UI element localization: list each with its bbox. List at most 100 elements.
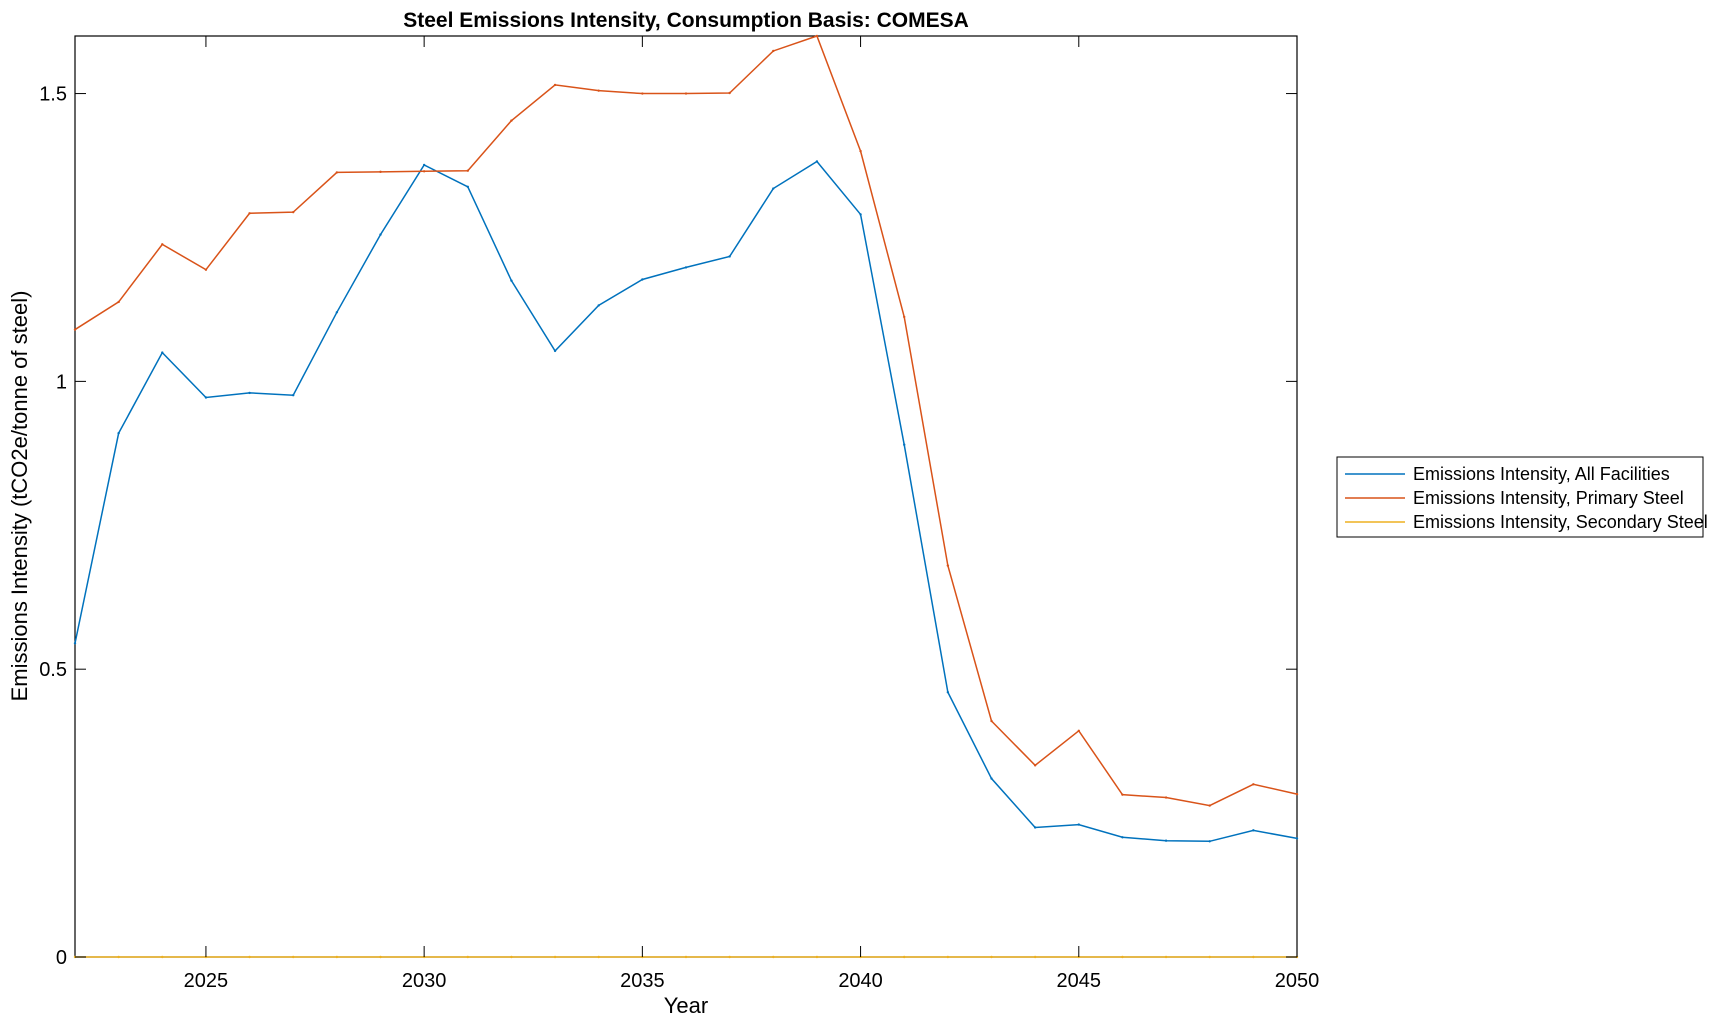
data-point-s2-2031 [466,169,469,172]
data-point-s2-2026 [248,212,251,215]
data-point-s3-2042 [946,955,950,959]
data-point-s2-2030 [422,170,426,173]
data-point-s2-2040 [859,149,862,153]
data-point-s1-2045 [1077,823,1080,826]
data-point-s1-2049 [1252,829,1255,832]
data-point-s3-2037 [728,955,731,959]
data-point-s1-2040 [859,213,862,216]
x-tick-label: 2045 [1057,970,1102,992]
legend-box [1336,456,1704,538]
data-point-s2-2045 [1077,729,1080,732]
data-point-s2-2022 [73,328,77,331]
y-tick-label: 1 [56,371,67,393]
data-point-s2-2050 [1295,792,1299,796]
data-point-s2-2035 [641,92,644,95]
data-point-s3-2041 [903,955,906,959]
data-point-s3-2047 [1164,955,1168,959]
series-layer [73,34,1299,959]
x-tick-label: 2050 [1275,970,1320,992]
data-point-s1-2022 [73,642,77,645]
data-point-s2-2036 [684,92,688,95]
data-point-s3-2046 [1121,955,1124,959]
chart-title: Steel Emissions Intensity, Consumption B… [403,9,969,32]
x-tick-label: 2040 [838,970,883,992]
data-point-s1-2047 [1164,839,1168,842]
x-tick-label: 2030 [402,970,447,992]
plot-area: 2025 2030 2035 2040 2045 2050 0 0.5 1 1.5 [39,34,1320,992]
data-point-s1-2025 [204,396,208,399]
data-point-s3-2026 [248,955,251,959]
data-point-s2-2047 [1164,796,1168,799]
data-point-s1-2041 [903,443,906,446]
data-point-s2-2041 [903,315,906,319]
data-point-s1-2038 [772,187,775,190]
data-point-s2-2028 [335,171,339,174]
data-point-s3-2034 [597,955,600,959]
data-point-s3-2044 [1033,955,1037,959]
data-point-s1-2043 [990,777,993,780]
data-point-s1-2048 [1208,840,1211,843]
data-point-s3-2024 [161,955,164,959]
legend-label-1: Emissions Intensity, All Facilities [1413,464,1670,484]
data-point-s1-2036 [684,266,688,269]
data-point-s3-2043 [990,955,993,959]
data-point-s3-2028 [335,955,339,959]
data-point-s3-2029 [379,955,382,959]
data-point-s2-2025 [204,268,208,271]
data-point-s2-2034 [597,89,600,92]
data-point-s2-2029 [379,170,382,174]
data-point-s2-2044 [1033,764,1037,767]
data-point-s3-2023 [117,955,120,959]
data-point-s3-2048 [1208,955,1211,959]
data-point-s2-2024 [161,243,164,246]
data-point-s2-2033 [553,83,557,87]
x-tick-label: 2025 [184,970,229,992]
x-tick-label: 2035 [620,970,665,992]
legend-label-2: Emissions Intensity, Primary Steel [1413,488,1684,508]
y-tick-label: 0.5 [39,659,67,681]
data-point-s2-2043 [990,719,993,723]
data-point-s3-2038 [772,955,775,959]
data-point-s1-2037 [728,255,731,258]
data-point-s1-2042 [946,691,950,694]
data-point-s3-2039 [815,955,819,959]
data-point-s2-2027 [292,210,295,214]
data-point-s1-2027 [292,393,295,397]
data-point-s1-2030 [422,163,426,167]
data-point-s2-2023 [117,300,120,304]
data-point-s3-2032 [510,955,513,959]
axes-box [74,35,1298,958]
data-point-s2-2042 [946,564,950,567]
data-point-s1-2039 [815,160,819,163]
legend-label-3: Emissions Intensity, Secondary Steel [1413,512,1708,532]
data-point-s3-2049 [1252,955,1255,959]
data-point-s2-2046 [1121,793,1124,796]
y-axis-label: Emissions Intensity (tCO2e/tonne of stee… [7,291,32,702]
data-point-s1-2032 [510,279,513,282]
data-point-s1-2046 [1121,836,1124,839]
data-point-s1-2044 [1033,826,1037,829]
data-point-s2-2039 [815,34,819,38]
data-point-s2-2037 [728,91,731,95]
data-point-s3-2033 [553,955,557,959]
data-point-s1-2035 [641,278,644,281]
data-point-s2-2032 [510,119,513,122]
data-point-s2-2049 [1252,783,1255,786]
data-point-s1-2024 [161,351,164,354]
data-point-s3-2031 [466,955,469,959]
data-point-s1-2031 [466,185,469,189]
data-point-s1-2026 [248,391,251,395]
x-axis-label: Year [664,993,708,1018]
data-point-s2-2038 [772,49,775,53]
data-point-s1-2028 [335,311,339,314]
data-point-s3-2036 [684,955,688,959]
data-point-s1-2029 [379,233,382,236]
data-point-s1-2033 [553,349,557,353]
y-tick-label: 0 [56,947,67,969]
data-point-s1-2050 [1295,837,1299,840]
legend: Emissions Intensity, All Facilities Emiss… [1336,456,1708,538]
y-tick-label: 1.5 [39,84,67,106]
data-point-s2-2048 [1208,804,1211,807]
data-point-s3-2027 [292,955,295,959]
